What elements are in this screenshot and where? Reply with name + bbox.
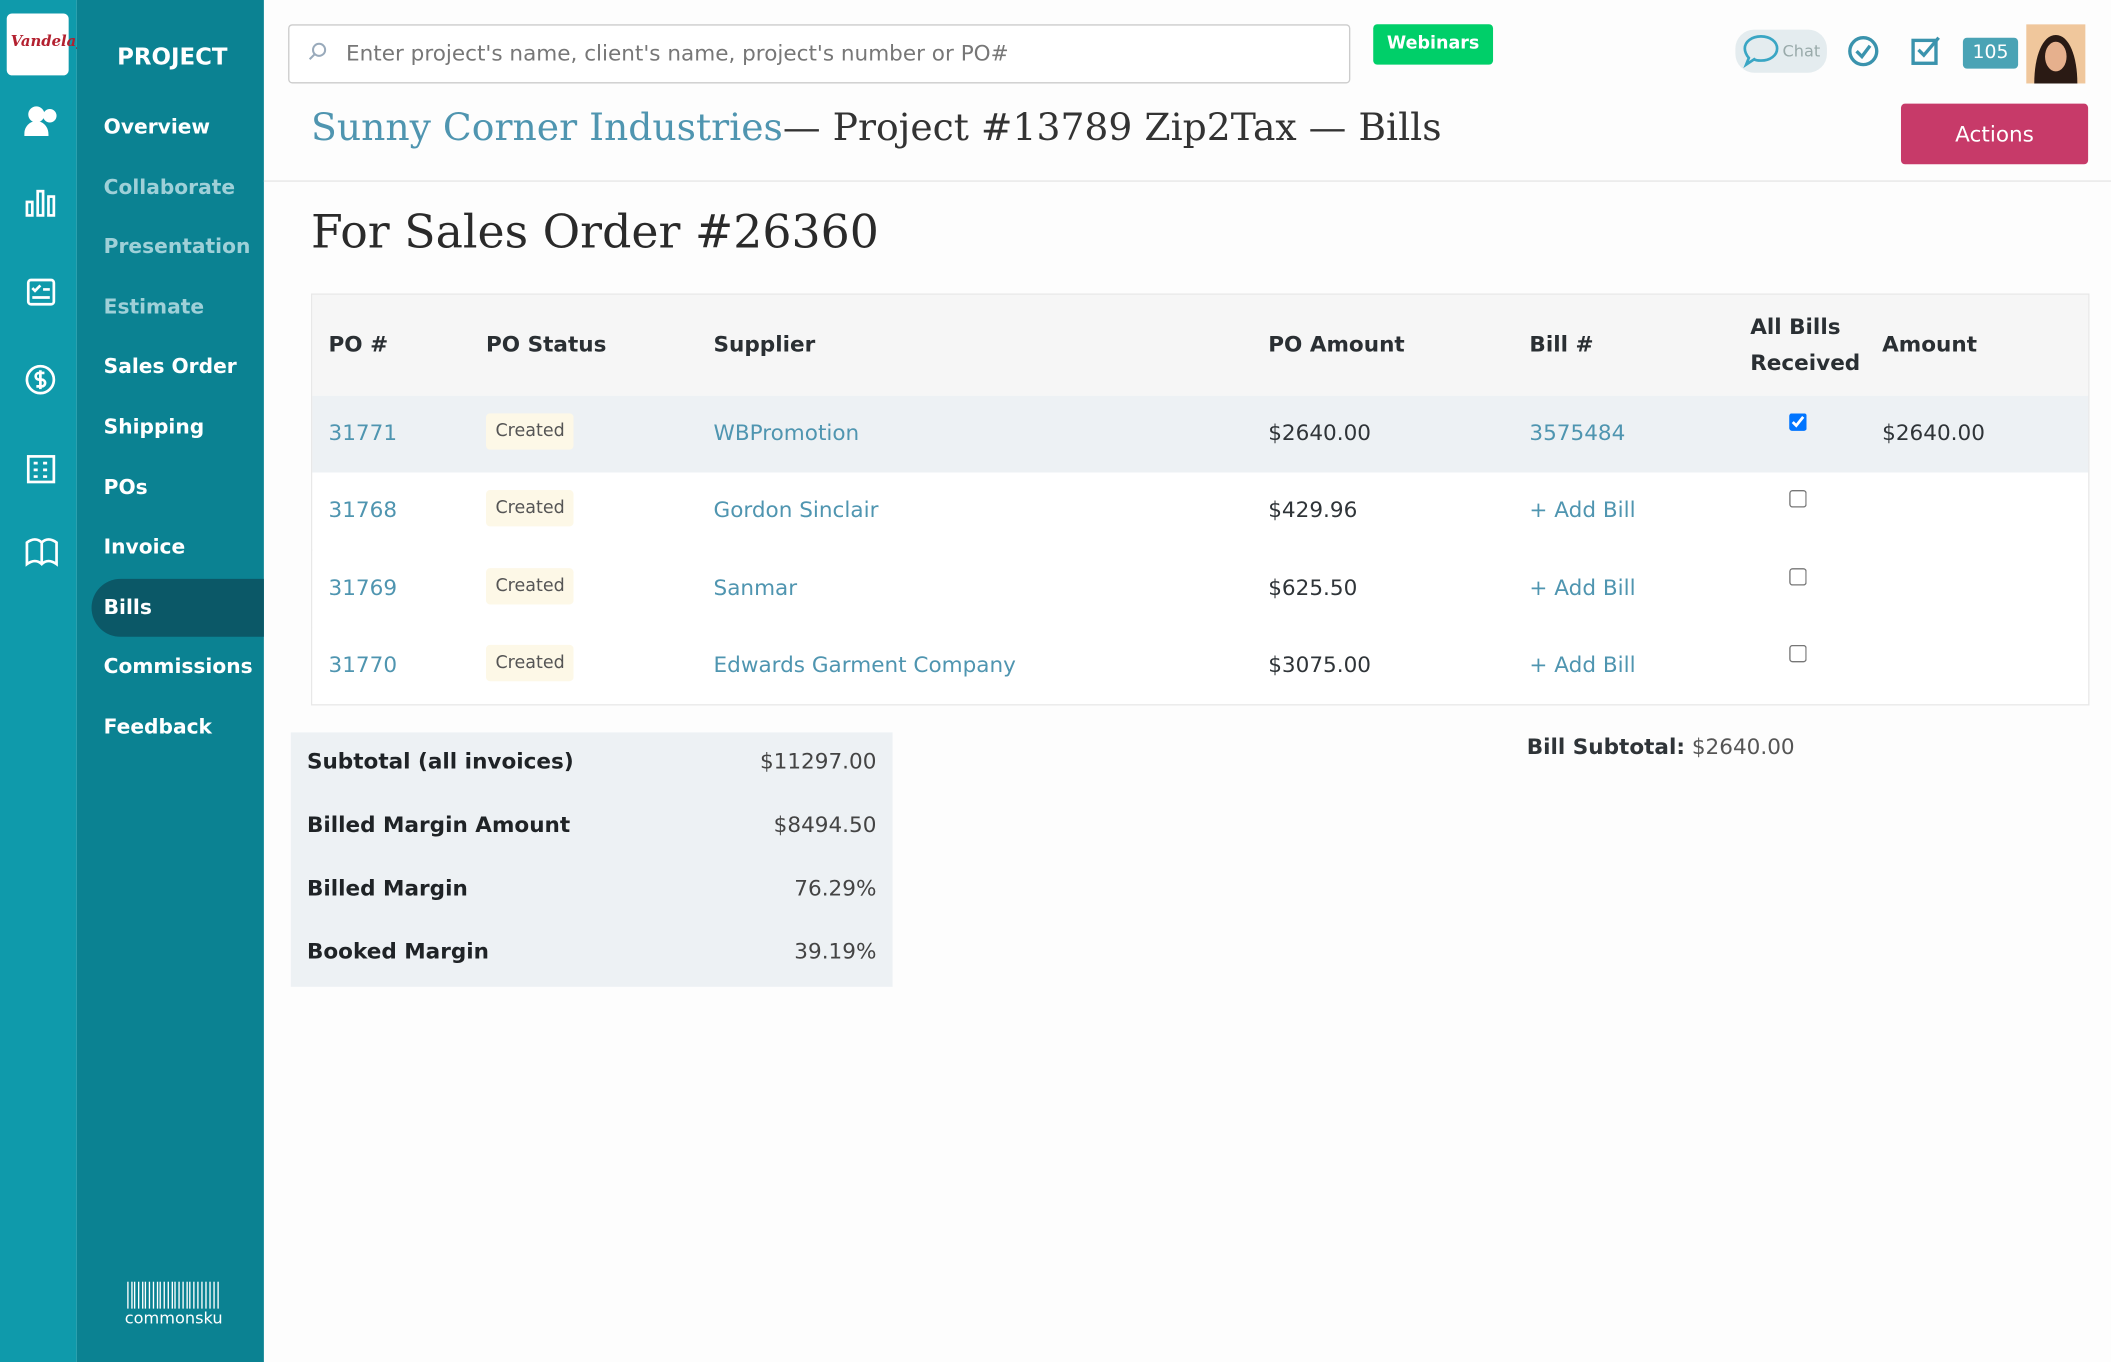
po-status: Created <box>486 644 575 682</box>
footer-logo: commonsku <box>125 1281 222 1327</box>
supplier[interactable]: Gordon Sinclair <box>713 497 879 523</box>
column-header: All Bills Received <box>1750 313 1861 376</box>
column-header: PO # <box>328 331 389 357</box>
table-row <box>312 395 2089 473</box>
nav-item[interactable]: Sales Order <box>103 354 237 379</box>
rail-icons[interactable] <box>24 105 59 590</box>
logo[interactable]: Vandelay <box>6 13 85 76</box>
summary-value: 39.19% <box>794 938 877 964</box>
po-status: Created <box>486 413 575 450</box>
po-status: Created <box>486 567 575 604</box>
search-box[interactable]: Enter project's name, client's name, pro… <box>288 24 1351 84</box>
bill-amount: $2640.00 <box>1882 420 1985 446</box>
notification-badge[interactable]: 105 <box>1962 37 2019 69</box>
bill-number[interactable]: + Add Bill <box>1529 497 1636 523</box>
bill-subtotal-label: Bill Subtotal: <box>1526 733 1685 760</box>
bill-number[interactable]: + Add Bill <box>1529 651 1636 678</box>
bill-number[interactable]: + Add Bill <box>1529 574 1636 600</box>
summary-box: Subtotal (all invoices) $11297.00 Billed M… <box>290 732 893 987</box>
summary-value: $8494.50 <box>773 811 877 838</box>
bill-received-checkbox[interactable] <box>1789 567 1807 586</box>
chat-button[interactable]: Chat <box>1735 29 1827 73</box>
po-number[interactable]: 31771 <box>328 420 398 446</box>
bill-number[interactable]: 3575484 <box>1529 420 1626 446</box>
summary-value: $11297.00 <box>759 748 877 775</box>
bills-table: PO # PO Status Supplier PO Amount Bill # All … <box>310 293 2090 706</box>
bill-subtotal-value: $2640.00 <box>1691 733 1795 760</box>
summary-label: Billed Margin Amount <box>306 811 571 838</box>
column-header: PO Amount <box>1268 331 1405 357</box>
footer-logo-text: commonsku <box>125 1308 222 1327</box>
client-link[interactable]: Sunny Corner Industries <box>310 105 783 150</box>
bill-received-checkbox[interactable] <box>1789 490 1807 508</box>
po-number[interactable]: 31768 <box>328 497 398 523</box>
table-row <box>312 627 2089 704</box>
nav-item[interactable]: POs <box>103 474 148 499</box>
nav-item[interactable]: Collaborate <box>103 174 236 199</box>
nav-item[interactable]: Shipping <box>103 414 205 439</box>
nav-item[interactable]: Bills <box>103 594 152 620</box>
search-icon <box>308 42 327 60</box>
nav-item[interactable]: Feedback <box>103 714 212 740</box>
clock-icon[interactable] <box>1846 34 1881 69</box>
po-amount: $429.96 <box>1268 497 1358 523</box>
column-header: Amount <box>1882 331 1978 357</box>
bill-subtotal: Bill Subtotal: $2640.00 <box>1527 734 1795 760</box>
nav-item[interactable]: Overview <box>103 114 211 139</box>
nav-item[interactable]: Commissions <box>103 654 253 680</box>
icon-rail: Vandelay <box>0 0 85 1362</box>
search-placeholder: Enter project's name, client's name, pro… <box>345 40 1009 66</box>
section-heading: For Sales Order #26360 <box>310 205 879 260</box>
nav-item[interactable]: Estimate <box>103 294 205 319</box>
summary-label: Booked Margin <box>306 938 489 964</box>
page-title: Sunny Corner Industries— Project #13789 … <box>311 105 1442 149</box>
column-header: Supplier <box>713 331 816 357</box>
supplier[interactable]: Edwards Garment Company <box>713 651 1016 678</box>
bill-received-checkbox[interactable] <box>1789 644 1807 663</box>
webinars-button[interactable]: Webinars <box>1373 24 1494 65</box>
table-row <box>312 472 2089 550</box>
user-avatar[interactable] <box>2026 24 2086 84</box>
po-amount: $3075.00 <box>1268 651 1371 678</box>
chat-label: Chat <box>1782 41 1821 61</box>
po-status: Created <box>486 490 575 527</box>
project-title: — Project #13789 Zip2Tax — Bills <box>782 105 1442 150</box>
summary-label: Billed Margin <box>306 875 468 901</box>
column-header: Bill # <box>1529 331 1594 357</box>
nav-section-title: PROJECT <box>117 44 228 72</box>
bill-received-checkbox[interactable] <box>1789 413 1807 431</box>
nav-active-bg <box>91 578 264 637</box>
nav-item[interactable]: Invoice <box>103 534 186 559</box>
po-amount: $625.50 <box>1268 574 1358 600</box>
po-number[interactable]: 31769 <box>328 574 398 600</box>
table-row <box>312 550 2089 627</box>
tasks-icon[interactable] <box>1909 34 1944 69</box>
po-number[interactable]: 31770 <box>328 651 398 678</box>
table-header <box>312 294 2089 396</box>
summary-value: 76.29% <box>794 875 877 901</box>
header-divider <box>263 180 2111 182</box>
summary-label: Subtotal (all invoices) <box>306 748 574 775</box>
chat-icon <box>1743 35 1779 69</box>
supplier[interactable]: Sanmar <box>713 574 798 600</box>
supplier[interactable]: WBPromotion <box>713 420 860 446</box>
actions-button[interactable]: Actions <box>1900 103 2089 165</box>
po-amount: $2640.00 <box>1268 420 1371 446</box>
column-header: PO Status <box>486 331 607 357</box>
project-nav: PROJECT Overview Collaborate Presentation E… <box>76 0 264 1362</box>
nav-item[interactable]: Presentation <box>103 234 251 259</box>
logo-text: Vandelay <box>10 32 85 50</box>
